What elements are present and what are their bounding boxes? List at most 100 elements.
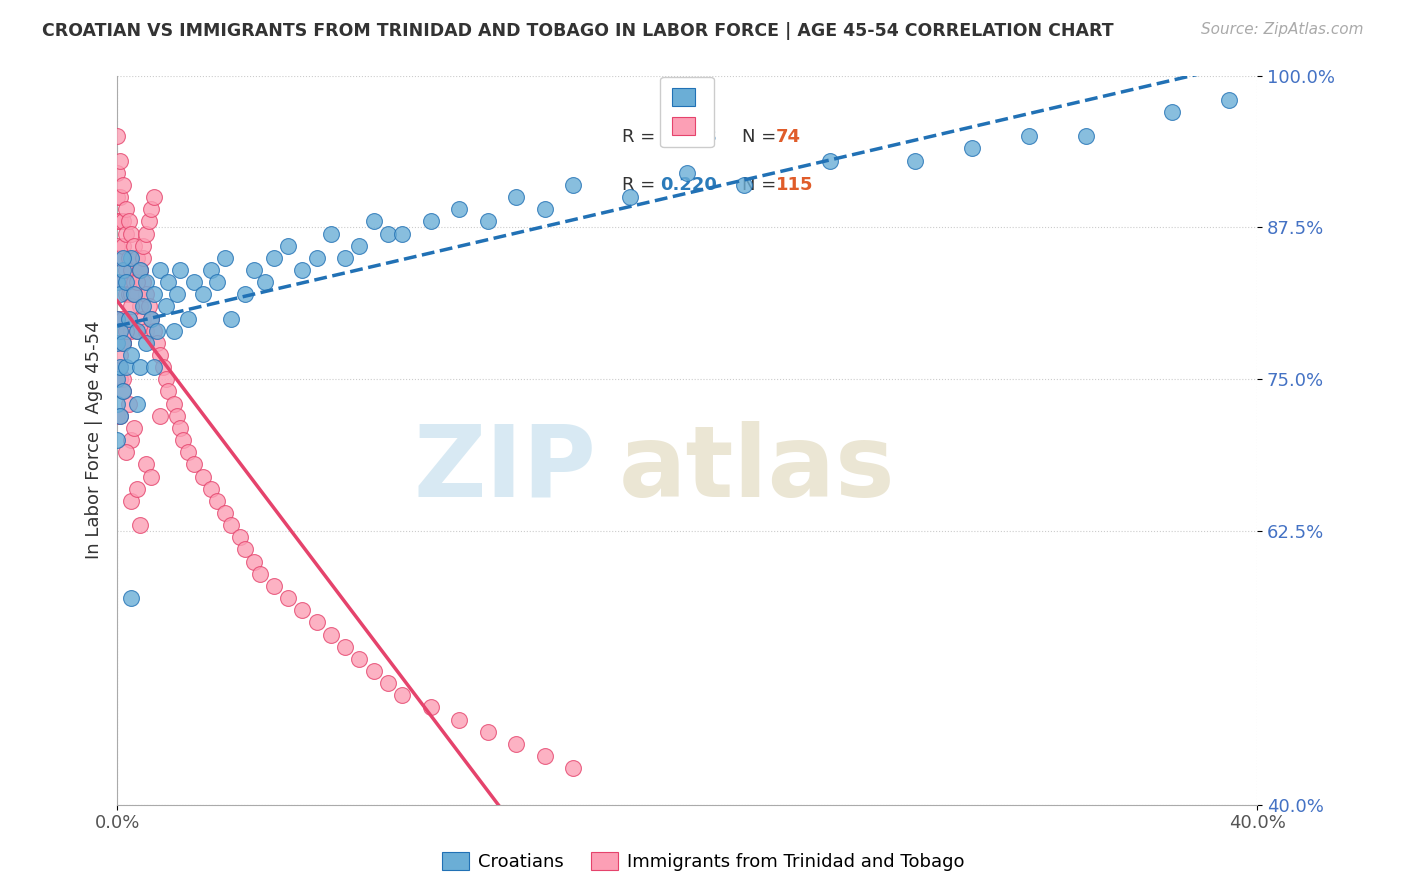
- Immigrants from Trinidad and Tobago: [152, 360, 174, 375]
- Text: 115: 115: [776, 176, 814, 194]
- Immigrants from Trinidad and Tobago: [132, 311, 155, 326]
- Croatians: [505, 190, 527, 204]
- Immigrants from Trinidad and Tobago: [127, 251, 149, 265]
- Immigrants from Trinidad and Tobago: [111, 178, 134, 192]
- Immigrants from Trinidad and Tobago: [377, 676, 399, 690]
- Croatians: [114, 275, 136, 289]
- Croatians: [105, 311, 128, 326]
- Immigrants from Trinidad and Tobago: [333, 640, 356, 654]
- Croatians: [1074, 129, 1097, 144]
- Immigrants from Trinidad and Tobago: [105, 129, 128, 144]
- Immigrants from Trinidad and Tobago: [120, 494, 142, 508]
- Croatians: [114, 360, 136, 375]
- Immigrants from Trinidad and Tobago: [124, 275, 146, 289]
- Croatians: [1018, 129, 1040, 144]
- Croatians: [105, 397, 128, 411]
- Immigrants from Trinidad and Tobago: [114, 202, 136, 217]
- Immigrants from Trinidad and Tobago: [105, 372, 128, 386]
- Immigrants from Trinidad and Tobago: [135, 287, 157, 301]
- Text: CROATIAN VS IMMIGRANTS FROM TRINIDAD AND TOBAGO IN LABOR FORCE | AGE 45-54 CORRE: CROATIAN VS IMMIGRANTS FROM TRINIDAD AND…: [42, 22, 1114, 40]
- Croatians: [214, 251, 236, 265]
- Croatians: [117, 311, 139, 326]
- Croatians: [818, 153, 841, 168]
- Croatians: [391, 227, 413, 241]
- Text: R =: R =: [621, 176, 661, 194]
- Croatians: [111, 384, 134, 399]
- Croatians: [129, 360, 152, 375]
- Croatians: [135, 335, 157, 350]
- Immigrants from Trinidad and Tobago: [155, 372, 177, 386]
- Croatians: [166, 287, 188, 301]
- Immigrants from Trinidad and Tobago: [129, 263, 152, 277]
- Immigrants from Trinidad and Tobago: [319, 627, 342, 641]
- Croatians: [135, 275, 157, 289]
- Immigrants from Trinidad and Tobago: [111, 214, 134, 228]
- Immigrants from Trinidad and Tobago: [127, 287, 149, 301]
- Croatians: [149, 263, 172, 277]
- Immigrants from Trinidad and Tobago: [111, 335, 134, 350]
- Croatians: [449, 202, 471, 217]
- Text: N =: N =: [742, 128, 782, 146]
- Immigrants from Trinidad and Tobago: [143, 324, 166, 338]
- Croatians: [349, 238, 371, 252]
- Croatians: [1218, 93, 1240, 107]
- Croatians: [111, 251, 134, 265]
- Croatians: [111, 335, 134, 350]
- Immigrants from Trinidad and Tobago: [228, 530, 250, 544]
- Immigrants from Trinidad and Tobago: [108, 214, 131, 228]
- Croatians: [108, 287, 131, 301]
- Immigrants from Trinidad and Tobago: [111, 238, 134, 252]
- Croatians: [143, 287, 166, 301]
- Croatians: [676, 166, 699, 180]
- Croatians: [163, 324, 186, 338]
- Immigrants from Trinidad and Tobago: [108, 153, 131, 168]
- Immigrants from Trinidad and Tobago: [105, 214, 128, 228]
- Immigrants from Trinidad and Tobago: [132, 275, 155, 289]
- Immigrants from Trinidad and Tobago: [291, 603, 314, 617]
- Croatians: [105, 433, 128, 447]
- Immigrants from Trinidad and Tobago: [183, 458, 205, 472]
- Immigrants from Trinidad and Tobago: [120, 433, 142, 447]
- Immigrants from Trinidad and Tobago: [129, 300, 152, 314]
- Immigrants from Trinidad and Tobago: [111, 275, 134, 289]
- Immigrants from Trinidad and Tobago: [349, 652, 371, 666]
- Immigrants from Trinidad and Tobago: [124, 287, 146, 301]
- Immigrants from Trinidad and Tobago: [129, 518, 152, 533]
- Croatians: [108, 409, 131, 423]
- Croatians: [183, 275, 205, 289]
- Croatians: [235, 287, 257, 301]
- Immigrants from Trinidad and Tobago: [105, 166, 128, 180]
- Immigrants from Trinidad and Tobago: [117, 214, 139, 228]
- Text: 0.220: 0.220: [659, 176, 717, 194]
- Immigrants from Trinidad and Tobago: [114, 324, 136, 338]
- Immigrants from Trinidad and Tobago: [214, 506, 236, 520]
- Immigrants from Trinidad and Tobago: [127, 275, 149, 289]
- Croatians: [733, 178, 755, 192]
- Immigrants from Trinidad and Tobago: [114, 445, 136, 459]
- Immigrants from Trinidad and Tobago: [105, 238, 128, 252]
- Immigrants from Trinidad and Tobago: [138, 214, 160, 228]
- Immigrants from Trinidad and Tobago: [108, 190, 131, 204]
- Legend: Croatians, Immigrants from Trinidad and Tobago: Croatians, Immigrants from Trinidad and …: [434, 845, 972, 879]
- Immigrants from Trinidad and Tobago: [243, 555, 266, 569]
- Immigrants from Trinidad and Tobago: [105, 275, 128, 289]
- Immigrants from Trinidad and Tobago: [105, 251, 128, 265]
- Immigrants from Trinidad and Tobago: [108, 409, 131, 423]
- Immigrants from Trinidad and Tobago: [111, 384, 134, 399]
- Immigrants from Trinidad and Tobago: [108, 372, 131, 386]
- Immigrants from Trinidad and Tobago: [135, 227, 157, 241]
- Immigrants from Trinidad and Tobago: [132, 238, 155, 252]
- Immigrants from Trinidad and Tobago: [200, 482, 222, 496]
- Immigrants from Trinidad and Tobago: [146, 335, 169, 350]
- Croatians: [120, 591, 142, 605]
- Croatians: [960, 141, 983, 155]
- Immigrants from Trinidad and Tobago: [127, 482, 149, 496]
- Immigrants from Trinidad and Tobago: [120, 287, 142, 301]
- Immigrants from Trinidad and Tobago: [263, 579, 285, 593]
- Croatians: [111, 263, 134, 277]
- Croatians: [124, 287, 146, 301]
- Immigrants from Trinidad and Tobago: [163, 397, 186, 411]
- Immigrants from Trinidad and Tobago: [219, 518, 242, 533]
- Immigrants from Trinidad and Tobago: [114, 227, 136, 241]
- Immigrants from Trinidad and Tobago: [120, 227, 142, 241]
